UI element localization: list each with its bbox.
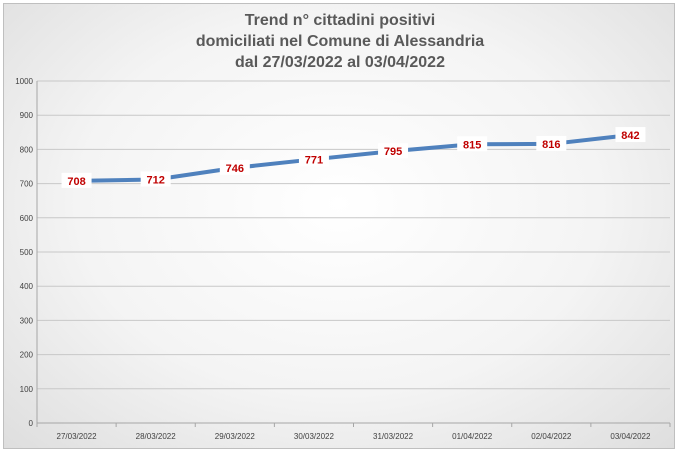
data-label-box xyxy=(378,143,409,159)
x-tick-label: 27/03/2022 xyxy=(57,432,98,441)
data-label-box xyxy=(61,172,92,188)
axes: 0 100 200 300 400 500 600 700 800 900 1000 27/03/20… xyxy=(15,77,671,441)
x-tick-label: 28/03/2022 xyxy=(136,432,177,441)
y-tick-label: 600 xyxy=(20,214,34,223)
data-label-text: 842 xyxy=(621,130,639,142)
data-label-box xyxy=(219,159,250,175)
y-tick-label: 700 xyxy=(20,180,34,189)
data-label: 795 xyxy=(378,143,409,159)
data-label-text: 746 xyxy=(226,163,244,175)
data-label-box xyxy=(615,127,646,143)
data-label-text: 712 xyxy=(147,174,165,186)
line-chart: 0 100 200 300 400 500 600 700 800 900 1000 27/03/20… xyxy=(15,77,671,441)
y-tick-label: 500 xyxy=(20,248,34,257)
y-tick-label: 100 xyxy=(20,385,34,394)
data-label: 771 xyxy=(298,151,329,167)
chart-title: Trend n° cittadini positivi domiciliati … xyxy=(4,10,676,73)
data-label-box xyxy=(298,151,329,167)
x-tick-label: 03/04/2022 xyxy=(610,432,651,441)
data-label-text: 708 xyxy=(67,176,85,188)
x-tick-label: 29/03/2022 xyxy=(215,432,256,441)
x-tick-label: 02/04/2022 xyxy=(531,432,572,441)
data-label-text: 816 xyxy=(542,139,560,151)
data-labels: 708 712 746 771 795 815 816 842 xyxy=(61,127,646,188)
data-label: 746 xyxy=(219,159,250,175)
y-tick-label: 200 xyxy=(20,351,34,360)
data-label: 815 xyxy=(457,136,488,152)
gridlines xyxy=(37,80,670,390)
chart-frame: Trend n° cittadini positivi domiciliati … xyxy=(3,3,675,449)
y-tick-label: 800 xyxy=(20,145,34,154)
data-label-text: 771 xyxy=(305,154,323,166)
data-label-box xyxy=(140,171,171,187)
title-line-2: domiciliati nel Comune di Alessandria xyxy=(195,33,485,50)
title-line-1: Trend n° cittadini positivi xyxy=(244,12,436,29)
data-label-text: 795 xyxy=(384,146,402,158)
data-label: 816 xyxy=(536,135,567,151)
y-tick-label: 0 xyxy=(29,419,34,428)
data-label: 712 xyxy=(140,171,171,187)
data-label: 842 xyxy=(615,127,646,143)
y-tick-label: 300 xyxy=(20,316,34,325)
data-label-box xyxy=(457,136,488,152)
title-line-3: dal 27/03/2022 al 03/04/2022 xyxy=(235,54,445,71)
y-tick-label: 400 xyxy=(20,282,34,291)
y-tick-label: 900 xyxy=(20,111,34,120)
data-label-box xyxy=(536,135,567,151)
x-tick-label: 31/03/2022 xyxy=(373,432,414,441)
x-tick-label: 30/03/2022 xyxy=(294,432,335,441)
y-tick-label: 1000 xyxy=(15,77,33,86)
data-label: 708 xyxy=(61,172,92,188)
x-tick-label: 01/04/2022 xyxy=(452,432,493,441)
data-label-text: 815 xyxy=(463,139,481,151)
